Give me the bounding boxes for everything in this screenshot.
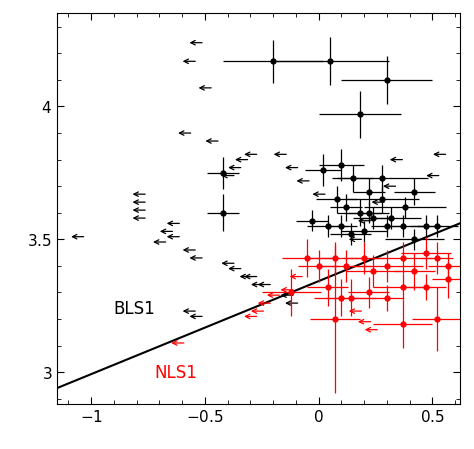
Text: NLS1: NLS1 (155, 364, 198, 382)
Text: BLS1: BLS1 (114, 300, 155, 318)
